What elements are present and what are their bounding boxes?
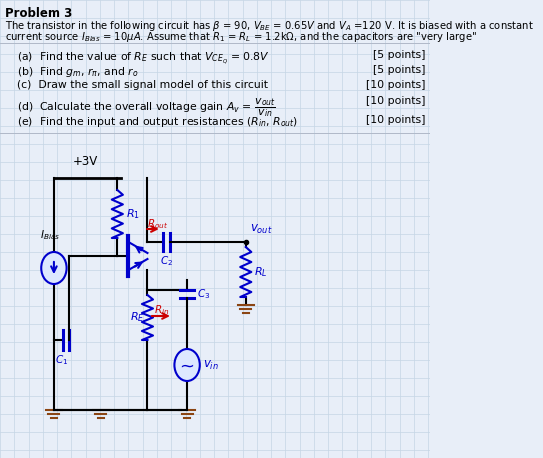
Text: [10 points]: [10 points]	[366, 80, 426, 90]
Text: $C_2$: $C_2$	[160, 254, 173, 268]
Text: ~: ~	[180, 358, 194, 376]
Text: [10 points]: [10 points]	[366, 115, 426, 125]
Text: (b)  Find $g_m$, $r_\pi$, and $r_o$: (b) Find $g_m$, $r_\pi$, and $r_o$	[17, 65, 139, 79]
Text: current source $I_{Bias}$ = 10$\mu$$A$. Assume that $R_1$ = $R_L$ = 1.2k$\Omega$: current source $I_{Bias}$ = 10$\mu$$A$. …	[5, 30, 477, 44]
Text: $R_1$: $R_1$	[126, 207, 140, 221]
Text: (c)  Draw the small signal model of this circuit: (c) Draw the small signal model of this …	[17, 80, 268, 90]
Text: +3V: +3V	[73, 155, 98, 168]
Text: (d)  Calculate the overall voltage gain $A_v$ = $\dfrac{v_{out}}{v_{in}}$: (d) Calculate the overall voltage gain $…	[17, 96, 276, 119]
Text: Problem 3: Problem 3	[5, 7, 72, 20]
Text: $v_{in}$: $v_{in}$	[203, 359, 219, 371]
Text: [5 points]: [5 points]	[373, 65, 426, 75]
Text: $C_3$: $C_3$	[197, 287, 210, 301]
Text: $C_1$: $C_1$	[55, 353, 68, 367]
Text: (e)  Find the input and output resistances ($R_{in}$, $R_{out}$): (e) Find the input and output resistance…	[17, 115, 299, 129]
Text: $v_{out}$: $v_{out}$	[250, 223, 273, 236]
Circle shape	[174, 349, 200, 381]
Text: (a)  Find the value of $R_E$ such that $V_{CE_Q}$ = 0.8$V$: (a) Find the value of $R_E$ such that $V…	[17, 50, 270, 65]
Text: $I_{Bias}$: $I_{Bias}$	[40, 228, 60, 242]
Text: [5 points]: [5 points]	[373, 50, 426, 60]
Circle shape	[41, 252, 67, 284]
Text: $R_L$: $R_L$	[254, 265, 267, 279]
Text: $R_{out}$: $R_{out}$	[147, 217, 168, 231]
Text: $R_E$: $R_E$	[130, 310, 144, 324]
Text: [10 points]: [10 points]	[366, 96, 426, 106]
Text: $R_{in}$: $R_{in}$	[154, 303, 169, 317]
Text: The transistor in the following circuit has $\beta$ = 90, $V_{BE}$ = 0.65$V$ and: The transistor in the following circuit …	[5, 19, 533, 33]
